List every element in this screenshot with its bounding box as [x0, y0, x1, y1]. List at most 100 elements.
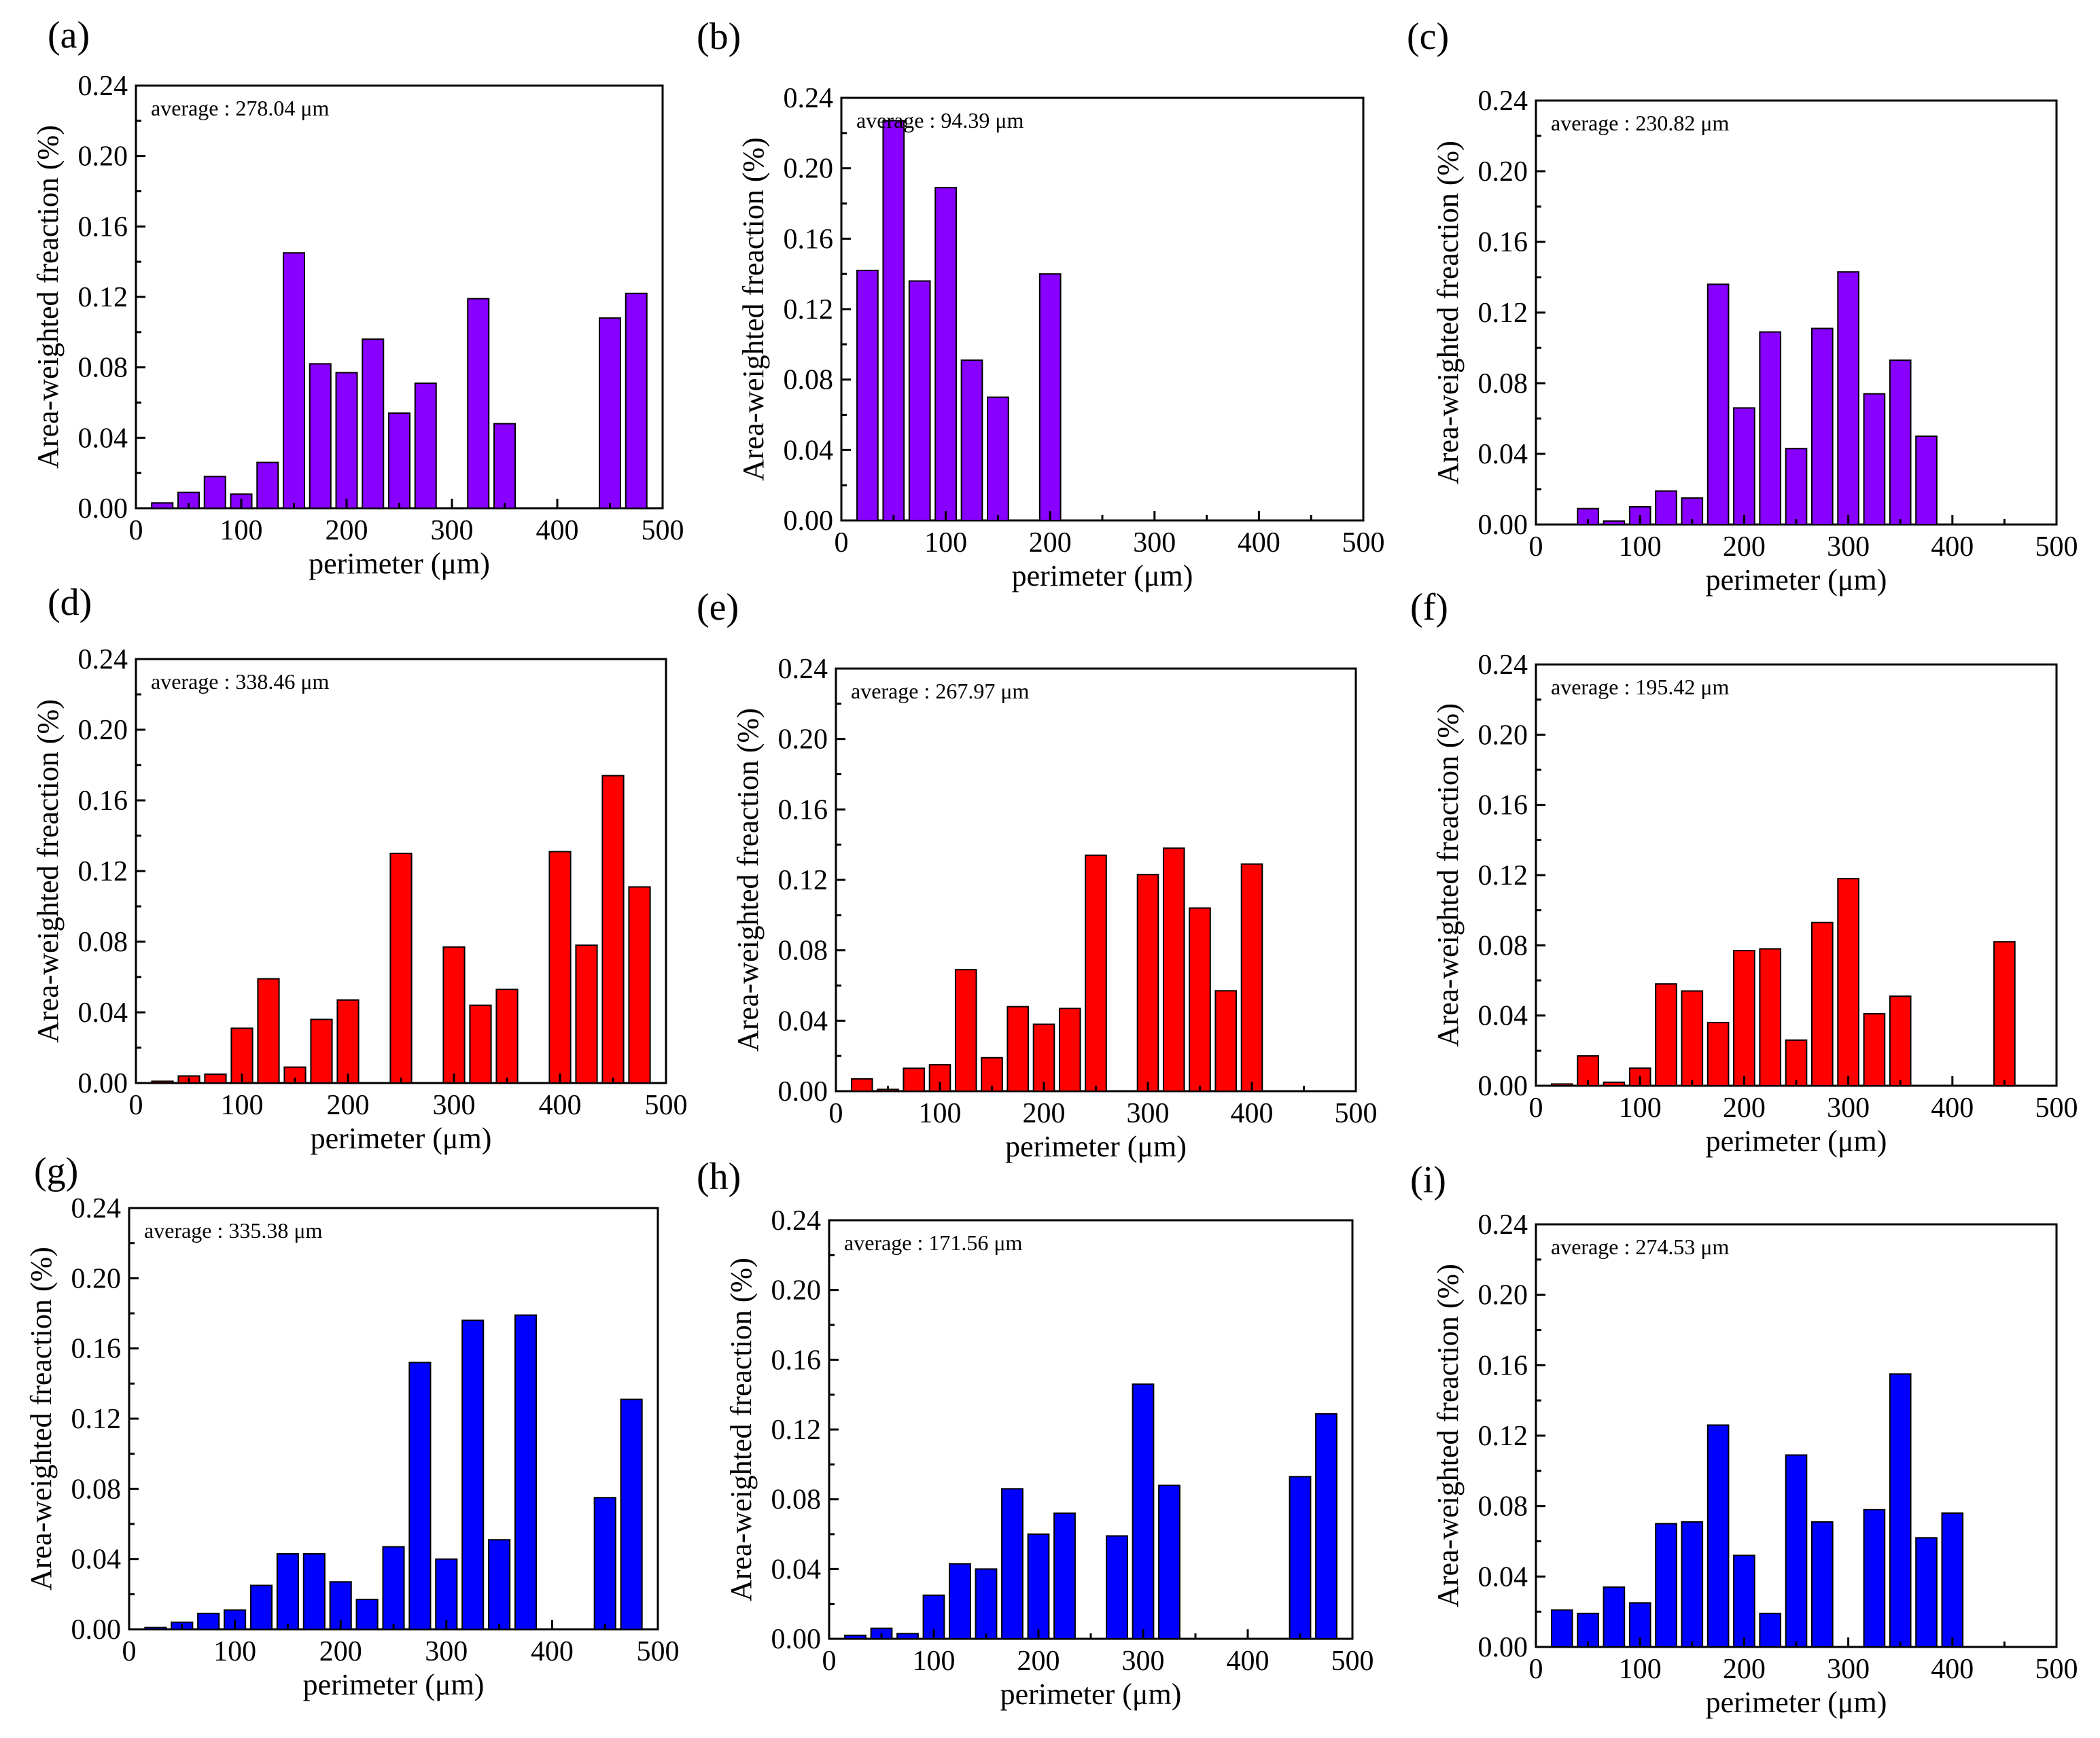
ytick-label-c: 0.16 [1478, 227, 1528, 258]
ytick-label-e: 0.00 [778, 1076, 828, 1107]
ytick-label-i: 0.12 [1478, 1421, 1528, 1452]
xtick-label-e: 300 [1127, 1098, 1170, 1129]
bar-h-75 [896, 1633, 919, 1640]
panel-label-g: (g) [34, 1150, 78, 1192]
panel-e: (e) 0.00 0.04 0.08 0.12 0.16 0.20 0.24 0 100 200 30… [697, 586, 1378, 1163]
ytick-label-h: 0.00 [771, 1624, 822, 1655]
ytick-label-f: 0.08 [1478, 930, 1528, 961]
xtick-label-c: 0 [1529, 531, 1543, 563]
bar-h-100 [922, 1594, 945, 1639]
bar-e-350 [1189, 907, 1211, 1092]
xtick-label-a: 300 [431, 515, 474, 546]
ylabel-i: Area-weighted freaction (%) [1431, 1264, 1465, 1608]
ylabel-b: Area-weighted freaction (%) [737, 137, 770, 481]
panel-label-e: (e) [697, 586, 739, 628]
ytick-label-c: 0.12 [1478, 298, 1528, 329]
bar-b-50 [882, 120, 905, 522]
xtick-label-d: 300 [433, 1090, 476, 1121]
xlabel-a: perimeter (μm) [309, 547, 490, 580]
ytick-label-a: 0.08 [78, 353, 128, 384]
xtick-label-c: 100 [1619, 531, 1662, 563]
average-annotation-b: average : 94.39 μm [856, 108, 1024, 132]
panel-g: (g) 0.00 0.04 0.08 0.12 0.16 0.20 0.24 0 100 200 30… [24, 1150, 680, 1701]
bar-c-250 [1785, 448, 1808, 526]
bar-c-300 [1837, 271, 1859, 525]
xtick-label-c: 300 [1827, 531, 1870, 563]
bar-c-375 [1915, 436, 1938, 525]
ytick-label-a: 0.12 [78, 282, 128, 313]
panel-d: (d) 0.00 0.04 0.08 0.12 0.16 0.20 0.24 0 100 200 30… [31, 582, 688, 1155]
xtick-label-h: 300 [1122, 1646, 1165, 1677]
bar-g-175 [302, 1553, 326, 1631]
bar-f-25 [1550, 1083, 1573, 1086]
bar-d-300 [442, 946, 466, 1084]
ytick-label-h: 0.24 [771, 1205, 822, 1237]
bar-e-225 [1058, 1008, 1081, 1092]
ytick-label-b: 0.12 [784, 294, 834, 325]
xtick-label-e: 100 [919, 1098, 962, 1129]
bar-d-250 [389, 853, 413, 1084]
bar-f-125 [1655, 983, 1677, 1086]
bar-f-175 [1707, 1022, 1730, 1086]
bar-d-475 [628, 886, 651, 1084]
ytick-label-c: 0.04 [1478, 439, 1528, 470]
ytick-label-g: 0.00 [71, 1614, 122, 1646]
bar-i-200 [1733, 1555, 1755, 1648]
ylabel-c: Area-weighted freaction (%) [1431, 141, 1465, 484]
panel-label-h: (h) [697, 1156, 741, 1198]
bar-h-325 [1158, 1485, 1180, 1639]
bar-e-400 [1240, 863, 1263, 1093]
panel-label-f: (f) [1410, 586, 1448, 628]
bar-g-25 [144, 1627, 167, 1631]
ytick-label-e: 0.20 [778, 724, 828, 756]
ytick-label-f: 0.20 [1478, 720, 1528, 751]
xtick-label-g: 500 [637, 1636, 680, 1667]
bar-b-25 [856, 269, 879, 521]
bar-a-475 [625, 292, 648, 509]
bar-i-375 [1915, 1537, 1938, 1648]
bar-h-200 [1027, 1533, 1050, 1639]
xtick-label-c: 400 [1931, 531, 1974, 563]
bar-i-225 [1759, 1612, 1782, 1648]
ytick-label-b: 0.00 [784, 506, 834, 537]
xtick-label-a: 0 [129, 515, 143, 546]
xtick-label-g: 300 [425, 1636, 468, 1667]
average-annotation-c: average : 230.82 μm [1551, 111, 1730, 135]
bar-e-125 [954, 969, 977, 1093]
ytick-label-b: 0.08 [784, 365, 834, 396]
bar-i-400 [1941, 1512, 1964, 1648]
bar-b-150 [987, 396, 1009, 521]
panel-c: (c) 0.00 0.04 0.08 0.12 0.16 0.20 0.24 0 100 200 30… [1407, 16, 2078, 597]
bar-d-75 [204, 1074, 227, 1084]
average-annotation-i: average : 274.53 μm [1551, 1235, 1730, 1259]
xtick-label-f: 0 [1529, 1093, 1543, 1124]
xtick-label-f: 400 [1931, 1093, 1974, 1124]
xtick-label-d: 100 [221, 1090, 264, 1121]
bar-i-275 [1810, 1521, 1834, 1648]
bar-e-150 [981, 1057, 1003, 1092]
ytick-label-d: 0.20 [78, 715, 128, 746]
bar-c-225 [1759, 331, 1782, 525]
bar-c-175 [1707, 283, 1730, 525]
bar-a-125 [256, 461, 279, 509]
panel-f: (f) 0.00 0.04 0.08 0.12 0.16 0.20 0.24 0 100 200 30… [1410, 586, 2078, 1158]
bar-h-475 [1315, 1413, 1337, 1639]
bar-h-175 [1001, 1488, 1023, 1639]
bar-f-200 [1733, 950, 1755, 1087]
xtick-label-e: 500 [1335, 1098, 1378, 1129]
bar-e-250 [1085, 854, 1107, 1092]
ytick-label-a: 0.24 [78, 71, 128, 102]
bar-a-250 [388, 412, 410, 509]
bar-b-100 [934, 187, 957, 521]
average-annotation-h: average : 171.56 μm [844, 1230, 1023, 1255]
bar-h-25 [844, 1634, 867, 1640]
bar-g-475 [620, 1398, 643, 1630]
xtick-label-a: 200 [326, 515, 368, 546]
xtick-label-e: 0 [829, 1098, 843, 1129]
panel-h: (h) 0.00 0.04 0.08 0.12 0.16 0.20 0.24 0 100 200 30… [697, 1156, 1374, 1711]
xtick-label-c: 500 [2035, 531, 2078, 563]
xtick-label-i: 400 [1931, 1654, 1974, 1685]
ytick-label-d: 0.16 [78, 785, 128, 817]
bar-a-450 [599, 317, 621, 509]
ytick-label-i: 0.00 [1478, 1632, 1528, 1663]
